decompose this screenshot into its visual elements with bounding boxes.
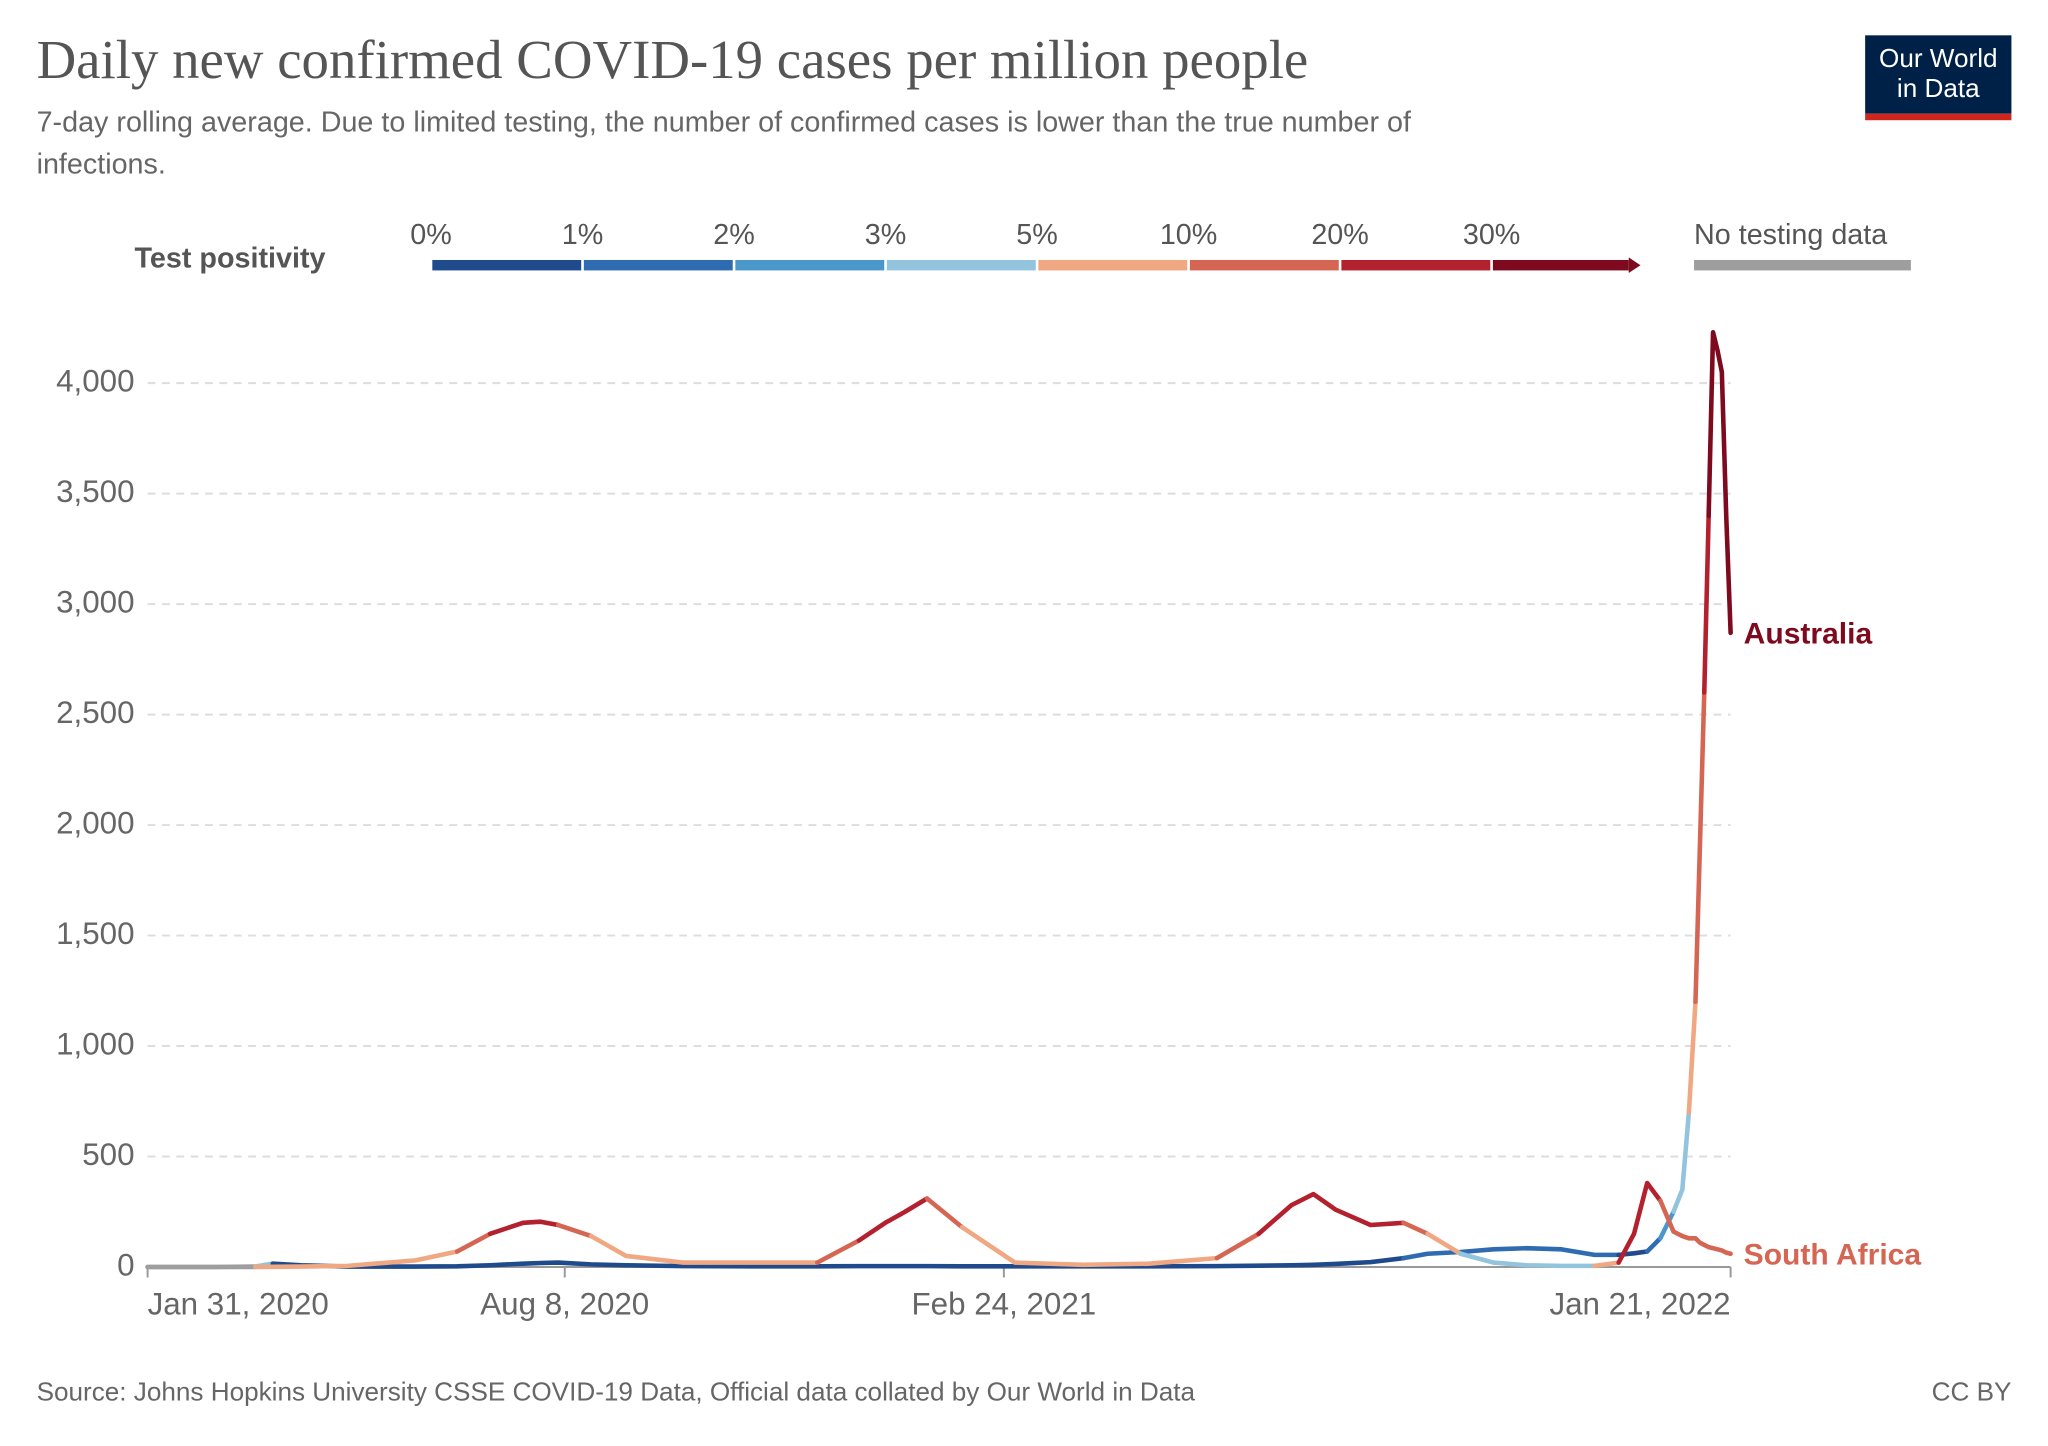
legend-swatch xyxy=(583,259,733,271)
legend-label: No testing data xyxy=(1694,219,1887,251)
x-tick-label: Jan 21, 2022 xyxy=(1549,1286,1730,1321)
x-tick-label: Feb 24, 2021 xyxy=(912,1286,1097,1321)
logo[interactable]: Our World in Data xyxy=(1865,35,2012,121)
logo-box xyxy=(1865,35,2012,114)
subtitle: 7-day rolling average. Due to limited te… xyxy=(37,107,1412,139)
series-line xyxy=(1701,513,1711,695)
series-line xyxy=(588,1233,820,1265)
series-line xyxy=(959,1224,1220,1268)
series-line xyxy=(1658,1209,1676,1241)
series-line xyxy=(1458,1251,1597,1269)
legend-label: 5% xyxy=(1016,219,1058,251)
y-tick-label: 1,000 xyxy=(56,1026,134,1061)
subtitle: infections. xyxy=(37,149,166,181)
series-line xyxy=(814,1238,862,1265)
series-line xyxy=(454,1231,493,1254)
legend-swatch xyxy=(735,259,885,271)
series-line xyxy=(1401,1220,1430,1237)
series-line xyxy=(1592,1260,1621,1269)
legend-label: 0% xyxy=(410,219,452,251)
series-line xyxy=(487,1219,561,1237)
series-line xyxy=(1671,1110,1692,1215)
y-tick-label: 4,000 xyxy=(56,363,134,398)
legend-swatch xyxy=(1341,259,1491,271)
series-line xyxy=(252,1249,460,1270)
series-line xyxy=(924,1196,965,1230)
legend-swatch xyxy=(432,259,582,271)
legend-swatch xyxy=(1038,259,1188,271)
legend-label: 30% xyxy=(1463,219,1520,251)
series-line xyxy=(1693,690,1707,1005)
chart-title: Daily new confirmed COVID-19 cases per m… xyxy=(37,29,1309,90)
logo-stripe xyxy=(1865,113,2012,121)
legend-swatch xyxy=(1189,259,1339,271)
series-line xyxy=(1658,1198,1733,1257)
legend-swatch xyxy=(1694,259,1911,271)
series-label: Australia xyxy=(1744,617,1873,650)
legend-swatch xyxy=(1492,259,1629,271)
series-line xyxy=(856,1196,930,1243)
series-line xyxy=(1425,1231,1463,1257)
legend-arrow xyxy=(1628,257,1641,274)
legend-label: 2% xyxy=(713,219,755,251)
series-line xyxy=(1401,1245,1621,1261)
y-tick-label: 1,500 xyxy=(56,916,134,951)
logo-text: in Data xyxy=(1897,73,1980,103)
series-line xyxy=(1214,1231,1261,1261)
legend-label: 1% xyxy=(562,219,604,251)
y-tick-label: 3,000 xyxy=(56,584,134,619)
y-tick-label: 500 xyxy=(82,1137,134,1172)
x-tick-label: Aug 8, 2020 xyxy=(480,1286,649,1321)
legend-title: Test positivity xyxy=(135,243,326,275)
legend-label: 20% xyxy=(1311,219,1368,251)
license[interactable]: CC BY xyxy=(1932,1377,2012,1407)
series-line xyxy=(1256,1191,1406,1237)
y-tick-label: 0 xyxy=(117,1247,134,1282)
y-tick-label: 2,500 xyxy=(56,695,134,730)
legend-label: 3% xyxy=(865,219,907,251)
source: Source: Johns Hopkins University CSSE CO… xyxy=(37,1377,1196,1407)
legend-swatch xyxy=(886,259,1036,271)
legend-label: 10% xyxy=(1160,219,1217,251)
x-tick-label: Jan 31, 2020 xyxy=(148,1286,329,1321)
series-line xyxy=(1644,1235,1663,1254)
y-tick-label: 2,000 xyxy=(56,805,134,840)
series-line xyxy=(1706,330,1733,636)
series-label: South Africa xyxy=(1744,1238,1922,1271)
y-tick-label: 3,500 xyxy=(56,474,134,509)
series-line xyxy=(1616,1180,1663,1265)
series-line xyxy=(270,1255,1406,1269)
series-line xyxy=(555,1222,594,1239)
series-line xyxy=(1686,999,1698,1115)
logo-text: Our World xyxy=(1879,43,1998,73)
